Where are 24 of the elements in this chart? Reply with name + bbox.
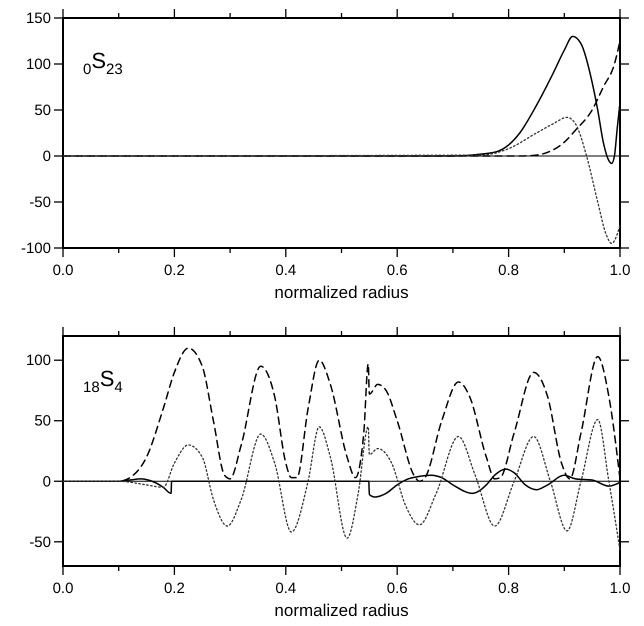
y-tick-label: 100 (26, 352, 51, 370)
y-tick-label: 100 (26, 56, 51, 73)
y-tick-label: 50 (34, 412, 51, 430)
x-axis-title: normalized radius (274, 283, 409, 302)
y-tick-label: -50 (29, 194, 51, 211)
x-tick-label: 0.6 (386, 580, 408, 597)
x-tick-label: 0.4 (275, 262, 296, 279)
y-tick-label: -50 (29, 534, 51, 551)
x-tick-label: 0.0 (52, 580, 74, 597)
y-tick-label: 150 (26, 10, 51, 27)
y-tick-label: 0 (42, 473, 51, 490)
x-tick-label: 0.2 (164, 262, 185, 279)
x-tick-label: 0.2 (164, 580, 185, 597)
y-tick-label: -100 (20, 240, 51, 257)
x-tick-label: 1.0 (610, 262, 630, 279)
x-axis-title: normalized radius (274, 601, 409, 620)
x-tick-label: 0.0 (52, 262, 74, 279)
y-tick-label: 0 (42, 148, 51, 165)
x-tick-label: 0.8 (498, 262, 520, 279)
x-tick-label: 1.0 (610, 580, 630, 597)
x-tick-label: 0.8 (498, 580, 520, 597)
x-tick-label: 0.6 (386, 262, 408, 279)
y-tick-label: 50 (34, 102, 51, 119)
x-tick-label: 0.4 (275, 580, 296, 597)
